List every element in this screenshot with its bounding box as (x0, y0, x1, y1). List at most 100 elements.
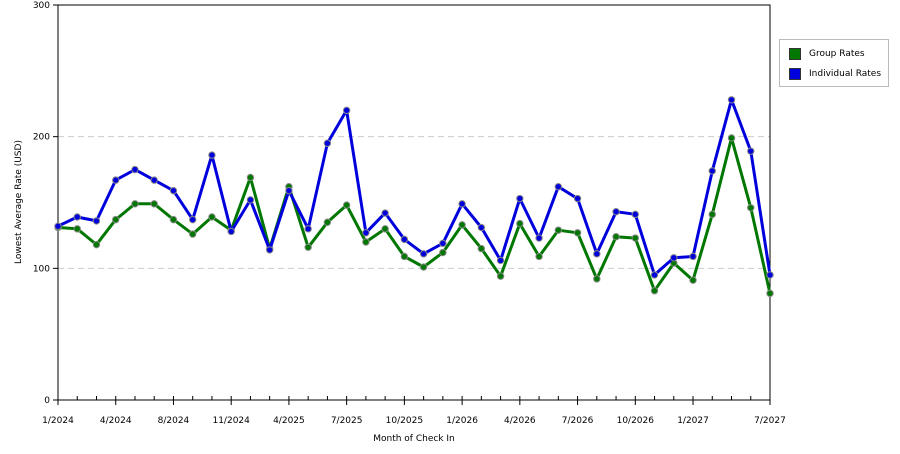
y-axis: 0 100 200 300 (33, 1, 58, 406)
data-point-group-rates (496, 272, 505, 280)
gridlines (58, 136, 770, 269)
data-point-individual-rates (496, 256, 505, 265)
data-point-individual-rates (554, 183, 563, 191)
data-point-individual-rates (73, 213, 81, 221)
y-tick-label: 100 (33, 264, 50, 274)
x-tick-label: 11/2024 (212, 416, 250, 426)
data-point-group-rates (727, 134, 736, 142)
legend-swatch-group-rates (789, 48, 801, 60)
x-tick-label: 10/2025 (386, 416, 423, 426)
data-point-group-rates (189, 230, 197, 238)
data-point-group-rates (400, 252, 409, 261)
data-point-individual-rates (169, 186, 178, 195)
data-point-individual-rates (208, 151, 216, 159)
x-tick-label: 8/2024 (158, 416, 190, 426)
data-point-individual-rates (189, 215, 197, 224)
x-tick-label: 4/2025 (273, 416, 305, 426)
data-point-group-rates (535, 252, 543, 261)
x-tick-label: 4/2024 (100, 416, 132, 426)
legend-label-individual-rates: Individual Rates (809, 69, 882, 79)
series-line-individual-rates (57, 98, 772, 277)
series (54, 96, 774, 298)
data-point-group-rates (554, 226, 563, 234)
data-point-individual-rates (131, 165, 139, 174)
legend-swatch-individual-rates (789, 68, 801, 80)
data-point-individual-rates (535, 234, 543, 242)
data-point-individual-rates (766, 271, 774, 279)
legend: Group Rates Individual Rates (779, 39, 889, 87)
data-point-individual-rates (573, 194, 582, 203)
data-point-group-rates (208, 213, 216, 221)
data-point-group-rates (112, 215, 120, 224)
data-point-group-rates (573, 229, 582, 237)
y-tick-label: 200 (33, 133, 50, 143)
data-point-group-rates (766, 289, 774, 298)
x-tick-label: 10/2026 (617, 416, 655, 426)
x-tick-label: 4/2026 (504, 416, 536, 426)
series-individual-rates (54, 96, 774, 279)
data-point-group-rates (477, 244, 486, 253)
data-point-group-rates (458, 221, 466, 229)
data-point-individual-rates (708, 167, 716, 175)
y-axis-label: Lowest Average Rate (USD) (14, 140, 24, 264)
data-point-individual-rates (631, 210, 639, 219)
x-tick-label: 1/2026 (446, 416, 478, 426)
data-point-individual-rates (54, 222, 62, 230)
data-point-individual-rates (670, 254, 678, 262)
data-point-group-rates (650, 287, 659, 295)
data-point-group-rates (73, 225, 81, 233)
x-axis: 1/2024 4/2024 8/2024 11/2024 4/2025 7/2025 10/… (42, 396, 786, 426)
data-point-individual-rates (689, 252, 697, 261)
legend-label-group-rates: Group Rates (809, 49, 865, 59)
data-point-individual-rates (439, 239, 447, 248)
data-point-individual-rates (342, 106, 351, 115)
data-point-individual-rates (612, 208, 620, 216)
data-point-group-rates (612, 233, 620, 241)
data-point-group-rates (419, 263, 428, 271)
legend-item-group-rates: Group Rates (789, 47, 865, 61)
data-point-group-rates (689, 276, 697, 284)
data-point-individual-rates (362, 229, 370, 237)
plot-area (57, 4, 771, 401)
data-point-group-rates (516, 219, 524, 228)
data-point-group-rates (246, 173, 255, 182)
data-point-individual-rates (265, 246, 274, 254)
x-axis-label: Month of Check In (373, 434, 455, 444)
data-point-individual-rates (285, 186, 293, 195)
data-point-group-rates (131, 200, 139, 208)
data-point-individual-rates (246, 196, 255, 204)
data-point-group-rates (169, 215, 178, 224)
data-point-group-rates (150, 200, 158, 208)
data-point-group-rates (631, 234, 639, 242)
data-point-individual-rates (419, 250, 428, 258)
data-point-group-rates (92, 240, 101, 249)
data-point-individual-rates (458, 200, 466, 208)
data-point-individual-rates (227, 227, 235, 236)
data-point-individual-rates (92, 217, 101, 225)
x-tick-label: 7/2025 (331, 416, 363, 426)
x-tick-label: 7/2027 (754, 416, 786, 426)
legend-item-individual-rates: Individual Rates (789, 67, 881, 81)
x-tick-label: 1/2024 (42, 416, 74, 426)
data-point-group-rates (342, 201, 351, 209)
data-point-individual-rates (400, 235, 409, 244)
data-point-group-rates (708, 210, 716, 219)
data-point-group-rates (304, 243, 312, 251)
data-point-individual-rates (304, 225, 312, 233)
data-point-group-rates (747, 204, 755, 212)
data-point-group-rates (362, 238, 370, 246)
y-tick-label: 300 (33, 1, 50, 11)
data-point-individual-rates (381, 209, 389, 217)
x-tick-label: 7/2026 (562, 416, 594, 426)
data-point-individual-rates (323, 139, 332, 147)
data-point-individual-rates (747, 147, 755, 155)
data-point-individual-rates (112, 176, 120, 184)
data-point-individual-rates (477, 223, 486, 232)
data-point-group-rates (323, 218, 332, 226)
data-point-group-rates (593, 275, 601, 283)
data-point-individual-rates (593, 250, 601, 258)
y-tick-label: 0 (44, 396, 50, 406)
x-tick-label: 1/2027 (677, 416, 709, 426)
